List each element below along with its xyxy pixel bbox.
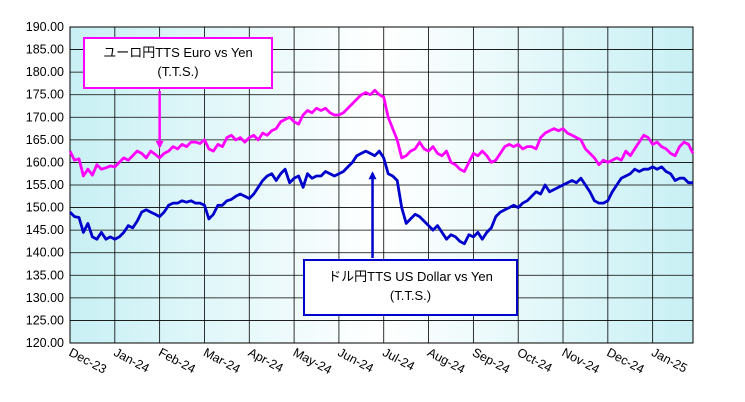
x-tick-label: Jan-25 [649, 345, 689, 375]
series-line-usd [69, 149, 693, 246]
y-tick-label: 160.00 [26, 155, 64, 169]
y-tick-label: 170.00 [26, 110, 64, 124]
usd-pointer-head [368, 171, 377, 180]
x-tick-label: Jun-24 [336, 345, 376, 375]
y-tick-label: 165.00 [26, 133, 64, 147]
series [68, 88, 695, 246]
callout-pointers [155, 91, 377, 258]
series-line-eur [68, 88, 695, 178]
usd-callout-subtitle: (T.T.S.) [389, 288, 432, 303]
y-tick-label: 180.00 [26, 65, 64, 79]
x-tick-label: Mar-24 [201, 345, 243, 376]
x-tick-label: Dec-23 [67, 345, 109, 376]
x-tick-label: Feb-24 [156, 345, 198, 376]
y-tick-label: 150.00 [26, 201, 64, 215]
usd-callout-title: ドル円TTS US Dollar vs Yen [328, 269, 493, 284]
x-tick-label: Nov-24 [560, 345, 602, 376]
eur-callout: ユーロ円TTS Euro vs Yen (T.T.S.) [83, 37, 273, 89]
x-tick-label: May-24 [291, 345, 334, 377]
y-tick-label: 155.00 [26, 178, 64, 192]
x-axis: Dec-23 Jan-24 Feb-24 Mar-24 Apr-24 May-24 Jun-… [67, 345, 690, 377]
y-axis: 120.00 125.00 130.00 135.00 140.00 145.00 150.… [26, 20, 64, 350]
x-tick-label: Dec-24 [604, 345, 646, 376]
y-tick-label: 145.00 [26, 223, 64, 237]
eur-callout-subtitle: (T.T.S.) [157, 64, 199, 79]
y-tick-label: 190.00 [26, 20, 64, 34]
y-tick-label: 130.00 [26, 291, 64, 305]
y-tick-label: 175.00 [26, 88, 64, 102]
x-tick-label: Sep-24 [470, 345, 512, 376]
x-tick-label: Jan-24 [111, 345, 151, 375]
y-tick-label: 125.00 [26, 313, 64, 327]
x-tick-label: Apr-24 [246, 345, 286, 375]
usd-callout: ドル円TTS US Dollar vs Yen (T.T.S.) [303, 259, 518, 316]
eur-callout-title: ユーロ円TTS Euro vs Yen [103, 45, 253, 60]
y-tick-label: 185.00 [26, 43, 64, 57]
y-tick-label: 140.00 [26, 246, 64, 260]
eur-pointer-head [155, 140, 164, 149]
y-tick-label: 120.00 [26, 336, 64, 350]
x-tick-label: Aug-24 [425, 345, 467, 376]
x-tick-label: Oct-24 [515, 345, 555, 375]
x-tick-label: Jul-24 [380, 345, 417, 373]
y-tick-label: 135.00 [26, 268, 64, 282]
